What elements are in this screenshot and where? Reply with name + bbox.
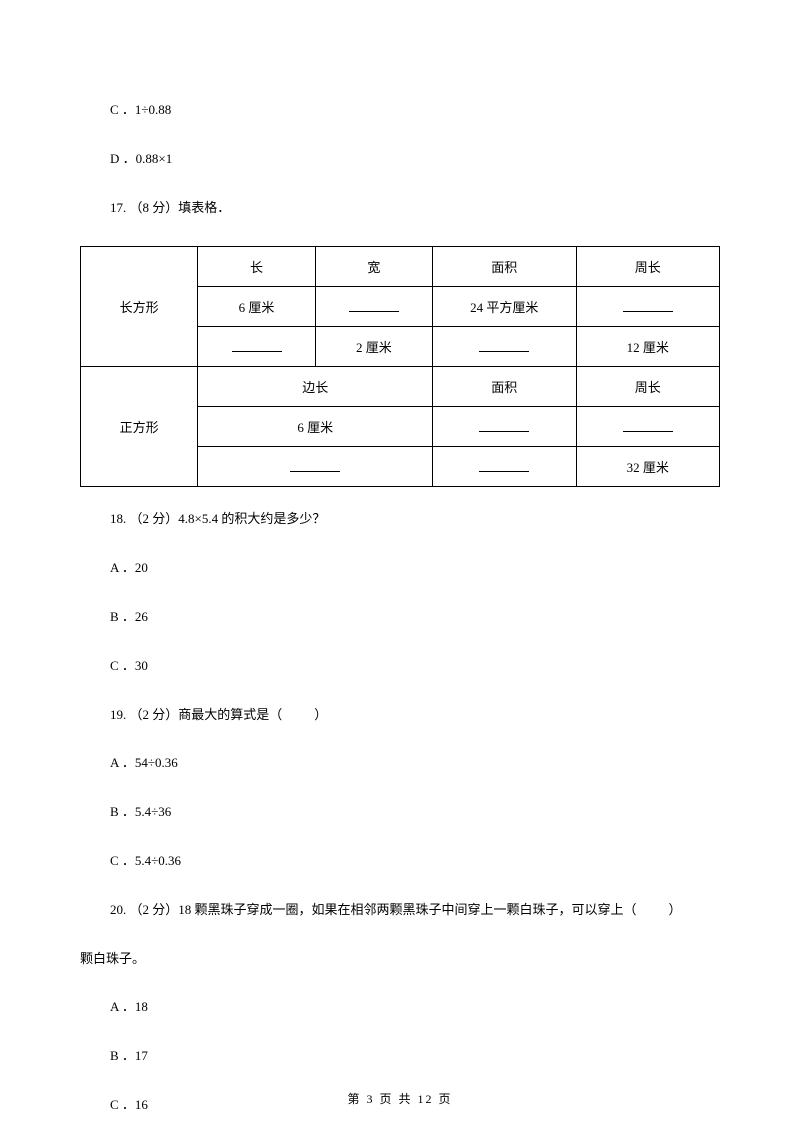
table-header-area: 面积 bbox=[433, 247, 576, 287]
table-row: 长方形 长 宽 面积 周长 bbox=[81, 247, 720, 287]
option-b-19: B ．5.4÷36 bbox=[80, 802, 720, 823]
table-cell-blank bbox=[576, 407, 719, 447]
question-19-title: 19. （2 分）商最大的算式是（） bbox=[80, 705, 720, 726]
option-b-20: B ．17 bbox=[80, 1046, 720, 1067]
table-cell: 6 厘米 bbox=[198, 407, 433, 447]
table-cell: 6 厘米 bbox=[198, 287, 315, 327]
option-c-16: C ．1÷0.88 bbox=[80, 100, 720, 121]
table-cell-blank bbox=[198, 327, 315, 367]
question-18-title: 18. （2 分）4.8×5.4 的积大约是多少？ bbox=[80, 509, 720, 530]
option-d-16: D ．0.88×1 bbox=[80, 149, 720, 170]
table-header-width: 宽 bbox=[315, 247, 432, 287]
table-cell: 12 厘米 bbox=[576, 327, 719, 367]
table-cell-blank bbox=[198, 447, 433, 487]
table-header-perimeter: 周长 bbox=[576, 247, 719, 287]
question-17-table: 长方形 长 宽 面积 周长 6 厘米 24 平方厘米 2 厘米 12 厘米 正方… bbox=[80, 246, 720, 487]
table-cell: 2 厘米 bbox=[315, 327, 432, 367]
option-c-18: C ．30 bbox=[80, 656, 720, 677]
option-a-18: A ．20 bbox=[80, 558, 720, 579]
table-row: 正方形 边长 面积 周长 bbox=[81, 367, 720, 407]
table-cell-shape-rect: 长方形 bbox=[81, 247, 198, 367]
question-17-title: 17. （8 分）填表格． bbox=[80, 198, 720, 219]
option-a-19: A ．54÷0.36 bbox=[80, 753, 720, 774]
question-20-title: 20. （2 分）18 颗黑珠子穿成一圈，如果在相邻两颗黑珠子中间穿上一颗白珠子… bbox=[80, 900, 720, 921]
question-20-title-line2: 颗白珠子。 bbox=[80, 949, 720, 970]
table-cell: 24 平方厘米 bbox=[433, 287, 576, 327]
table-cell-blank bbox=[576, 287, 719, 327]
option-a-20: A ．18 bbox=[80, 997, 720, 1018]
option-b-18: B ．26 bbox=[80, 607, 720, 628]
table-cell-blank bbox=[433, 447, 576, 487]
table-cell-blank bbox=[315, 287, 432, 327]
table-header-side: 边长 bbox=[198, 367, 433, 407]
table-header-perimeter: 周长 bbox=[576, 367, 719, 407]
table-cell: 32 厘米 bbox=[576, 447, 719, 487]
table-cell-blank bbox=[433, 327, 576, 367]
table-cell-shape-square: 正方形 bbox=[81, 367, 198, 487]
table-header-area: 面积 bbox=[433, 367, 576, 407]
table-header-length: 长 bbox=[198, 247, 315, 287]
page-content: C ．1÷0.88 D ．0.88×1 17. （8 分）填表格． 长方形 长 … bbox=[80, 100, 720, 1116]
page-footer: 第 3 页 共 12 页 bbox=[0, 1090, 800, 1107]
option-c-19: C ．5.4÷0.36 bbox=[80, 851, 720, 872]
table-cell-blank bbox=[433, 407, 576, 447]
